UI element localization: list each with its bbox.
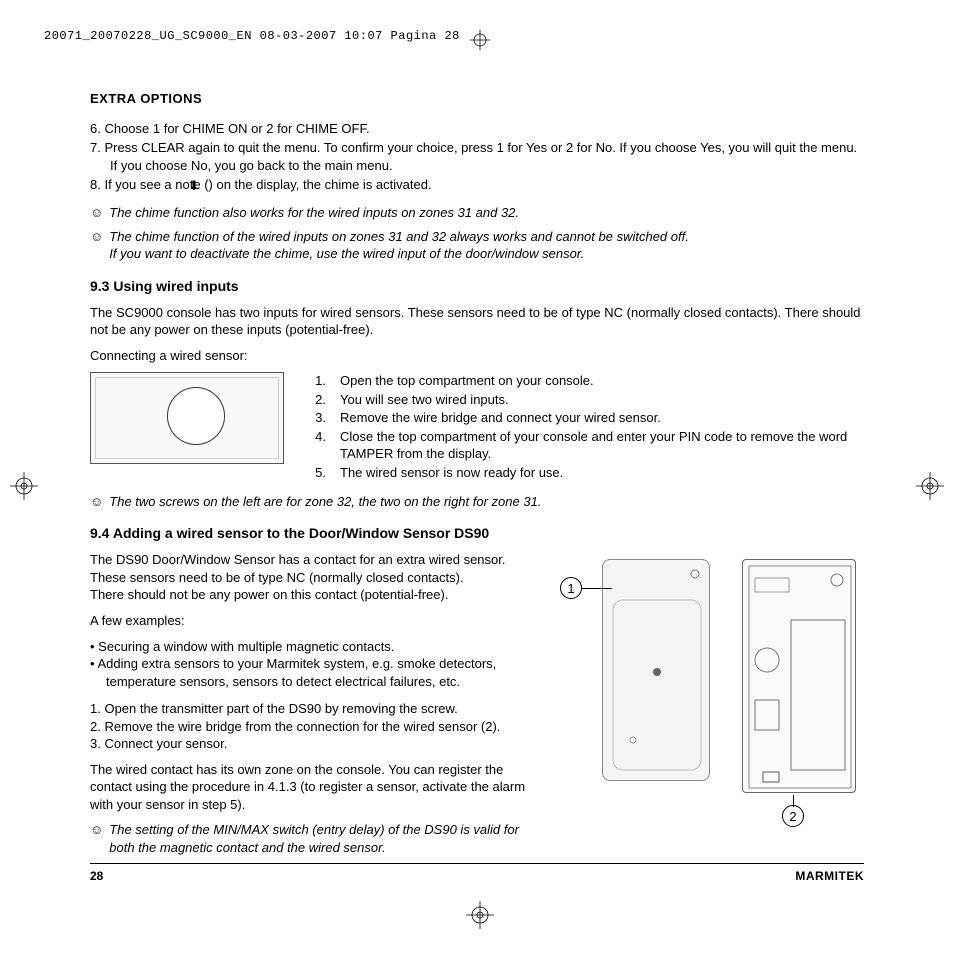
step: 4. Close the top compartment of your cons… xyxy=(312,428,864,463)
smiley-icon: ☺ xyxy=(90,494,103,511)
step-text: Close the top compartment of your consol… xyxy=(340,428,864,463)
list-item: 7. Press CLEAR again to quit the menu. T… xyxy=(90,139,864,174)
note-text: The setting of the MIN/MAX switch (entry… xyxy=(109,821,534,856)
text: ) on the display, the chime is activated… xyxy=(209,177,432,192)
step-text: You will see two wired inputs. xyxy=(340,391,509,409)
note-text: The chime function also works for the wi… xyxy=(109,204,519,222)
ds90-front xyxy=(602,559,710,781)
note: ☺ The setting of the MIN/MAX switch (ent… xyxy=(90,821,534,856)
print-header: 20071_20070228_UG_SC9000_EN 08-03-2007 1… xyxy=(44,28,460,44)
callout-2-line xyxy=(793,795,794,807)
crop-mark-bottom xyxy=(466,901,494,934)
paragraph: Connecting a wired sensor: xyxy=(90,347,864,365)
paragraph: The wired contact has its own zone on th… xyxy=(90,761,534,814)
page-footer: 28 MARMITEK xyxy=(90,863,864,884)
ds90-diagram: 1 2 xyxy=(554,551,864,811)
text: The chime function of the wired inputs o… xyxy=(109,229,689,244)
section-9-4: The DS90 Door/Window Sensor has a contac… xyxy=(90,551,864,862)
callout-1: 1 xyxy=(560,577,582,599)
step-num: 4. xyxy=(312,428,326,463)
text: If you want to deactivate the chime, use… xyxy=(109,246,584,261)
smiley-icon: ☺ xyxy=(90,205,103,222)
note: ☺ The two screws on the left are for zon… xyxy=(90,493,864,511)
list-item: • Securing a window with multiple magnet… xyxy=(90,638,534,656)
note: ☺ The chime function also works for the … xyxy=(90,204,864,222)
note-text: The chime function of the wired inputs o… xyxy=(109,228,689,263)
crop-mark-left xyxy=(10,472,38,505)
wired-sensor-row: 1. Open the top compartment on your conso… xyxy=(90,372,864,482)
step-text: The wired sensor is now ready for use. xyxy=(340,464,563,482)
paragraph: A few examples: xyxy=(90,612,534,630)
step: 2. Remove the wire bridge from the conne… xyxy=(90,718,534,736)
section-9-4-text: The DS90 Door/Window Sensor has a contac… xyxy=(90,551,534,862)
ds90-back xyxy=(742,559,856,793)
paragraph: There should not be any power on this co… xyxy=(90,586,534,604)
crop-mark-top xyxy=(470,30,490,55)
callout-1-line xyxy=(582,588,612,589)
examples-list: • Securing a window with multiple magnet… xyxy=(90,638,534,691)
wired-steps: 1. Open the top compartment on your conso… xyxy=(312,372,864,482)
step-num: 3. xyxy=(312,409,326,427)
step: 3. Remove the wire bridge and connect you… xyxy=(312,409,864,427)
smiley-icon: ☺ xyxy=(90,229,103,246)
brand-name: MARMITEK xyxy=(795,868,864,884)
paragraph: These sensors need to be of type NC (nor… xyxy=(90,569,534,587)
note-text: The two screws on the left are for zone … xyxy=(109,493,541,511)
smiley-icon: ☺ xyxy=(90,822,103,839)
list-item: • Adding extra sensors to your Marmitek … xyxy=(90,655,534,690)
page-number: 28 xyxy=(90,868,103,884)
step: 3. Connect your sensor. xyxy=(90,735,534,753)
subsection-heading: 9.4 Adding a wired sensor to the Door/Wi… xyxy=(90,524,864,543)
step-text: Remove the wire bridge and connect your … xyxy=(340,409,661,427)
ds90-back-svg xyxy=(743,560,857,794)
paragraph: The DS90 Door/Window Sensor has a contac… xyxy=(90,551,534,569)
step-num: 5. xyxy=(312,464,326,482)
step: 1. Open the top compartment on your conso… xyxy=(312,372,864,390)
step-text: Open the top compartment on your console… xyxy=(340,372,594,390)
list-item: 6. Choose 1 for CHIME ON or 2 for CHIME … xyxy=(90,120,864,138)
page-content: EXTRA OPTIONS 6. Choose 1 for CHIME ON o… xyxy=(90,90,864,884)
subsection-heading: 9.3 Using wired inputs xyxy=(90,277,864,296)
paragraph: The SC9000 console has two inputs for wi… xyxy=(90,304,864,339)
callout-2: 2 xyxy=(782,805,804,827)
list-item: 8. If you see a note (⬇) on the display,… xyxy=(90,176,864,194)
note: ☺ The chime function of the wired inputs… xyxy=(90,228,864,263)
console-diagram xyxy=(90,372,284,464)
step: 1. Open the transmitter part of the DS90… xyxy=(90,700,534,718)
chime-steps-list: 6. Choose 1 for CHIME ON or 2 for CHIME … xyxy=(90,120,864,194)
ds90-front-svg xyxy=(603,560,711,782)
step-num: 1. xyxy=(312,372,326,390)
step: 5. The wired sensor is now ready for use. xyxy=(312,464,864,482)
step: 2. You will see two wired inputs. xyxy=(312,391,864,409)
crop-mark-right xyxy=(916,472,944,505)
step-num: 2. xyxy=(312,391,326,409)
section-title: EXTRA OPTIONS xyxy=(90,90,864,108)
